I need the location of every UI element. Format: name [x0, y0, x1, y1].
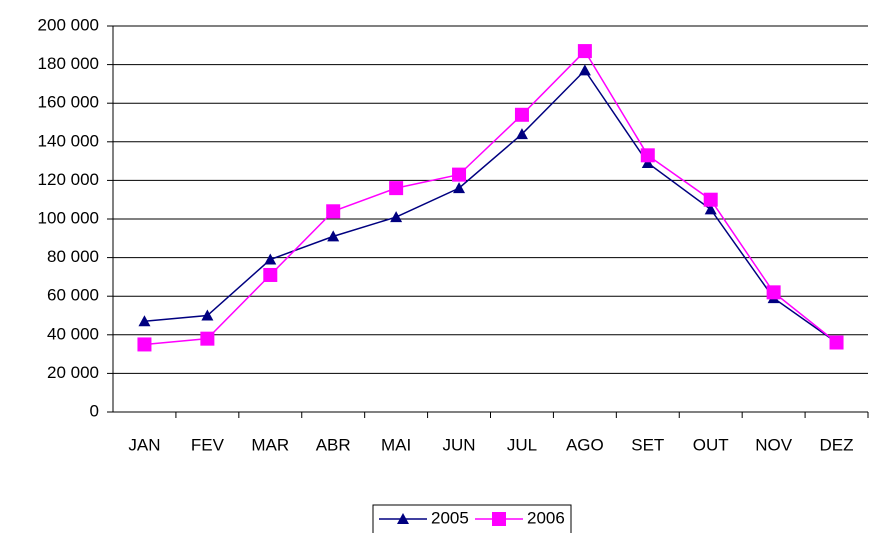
x-tick-label: SET	[631, 435, 664, 454]
legend-marker	[397, 513, 409, 524]
data-point	[201, 309, 214, 321]
data-point	[704, 203, 717, 215]
x-tick-label: JUN	[443, 435, 476, 454]
y-tick-label: 60 000	[47, 286, 99, 305]
data-point	[515, 128, 528, 140]
y-tick-label: 80 000	[47, 247, 99, 266]
data-point	[452, 167, 467, 182]
x-tick-label: ABR	[316, 435, 351, 454]
series-line	[144, 69, 837, 344]
data-point	[137, 337, 152, 352]
legend-label: 2005	[431, 508, 469, 527]
y-tick-label: 100 000	[38, 208, 99, 227]
data-point	[327, 230, 340, 242]
data-point	[138, 315, 151, 327]
x-tick-label: MAI	[381, 435, 411, 454]
legend-label: 2006	[527, 508, 565, 527]
data-point	[514, 107, 529, 122]
x-tick-label: NOV	[755, 435, 793, 454]
x-tick-label: JAN	[128, 435, 160, 454]
y-tick-label: 0	[90, 401, 99, 420]
data-point	[703, 192, 718, 207]
data-point	[641, 157, 654, 169]
data-point	[263, 267, 278, 282]
data-point	[200, 331, 215, 346]
data-point	[766, 285, 781, 300]
y-tick-label: 180 000	[38, 54, 99, 73]
data-point	[829, 335, 844, 350]
data-point	[389, 181, 404, 196]
legend-marker	[492, 512, 506, 526]
x-tick-label: FEV	[191, 435, 225, 454]
series-line	[144, 49, 838, 346]
y-tick-label: 140 000	[38, 131, 99, 150]
y-tick-label: 200 000	[38, 15, 99, 34]
y-tick-label: 40 000	[47, 324, 99, 343]
data-point	[390, 211, 403, 223]
x-tick-label: AGO	[566, 435, 604, 454]
y-tick-label: 120 000	[38, 170, 99, 189]
data-point	[326, 204, 341, 219]
y-tick-label: 160 000	[38, 93, 99, 112]
x-tick-label: JUL	[507, 435, 537, 454]
data-point	[578, 64, 591, 76]
x-tick-label: MAR	[251, 435, 289, 454]
data-point	[453, 182, 466, 194]
data-point	[640, 148, 655, 163]
x-tick-label: OUT	[693, 435, 729, 454]
data-point	[577, 44, 592, 59]
y-tick-label: 20 000	[47, 363, 99, 382]
data-point	[264, 253, 277, 265]
x-tick-label: DEZ	[820, 435, 854, 454]
